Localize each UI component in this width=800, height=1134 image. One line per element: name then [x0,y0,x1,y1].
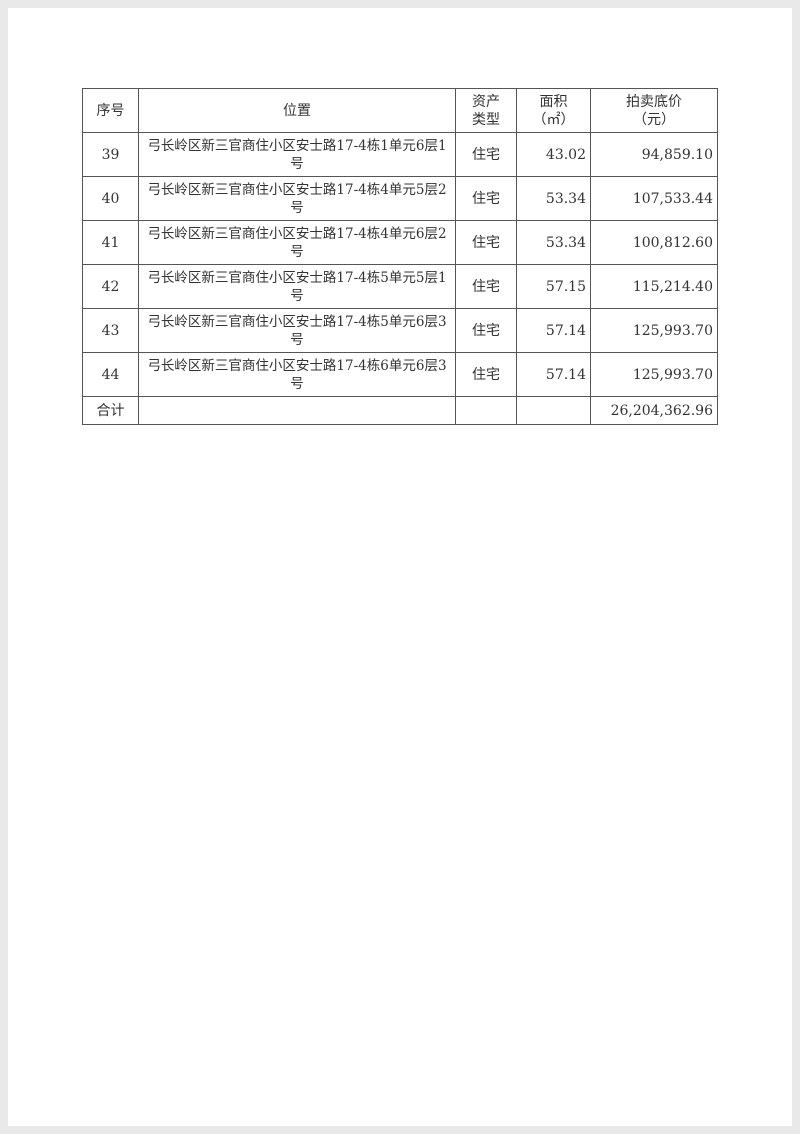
row-price: 125,993.70 [590,352,718,397]
row-no: 39 [82,132,139,177]
row-no: 44 [82,352,139,397]
row-type: 住宅 [455,352,517,397]
table-row: 41 弓长岭区新三官商住小区安士路17-4栋4单元6层2号 住宅 53.34 100,8… [82,220,718,265]
total-price: 26,204,362.96 [590,396,718,425]
auction-asset-table: 序号 位置 资产 类型 面积 （㎡） 拍卖底价 （元） 39 弓长岭区新三官商住小… [82,88,718,425]
total-label: 合计 [82,396,139,425]
row-no: 41 [82,220,139,265]
total-row: 合计 26,204,362.96 [82,396,718,425]
table-row: 40 弓长岭区新三官商住小区安士路17-4栋4单元5层2号 住宅 53.34 107,5… [82,176,718,221]
table-row: 44 弓长岭区新三官商住小区安士路17-4栋6单元6层3号 住宅 57.14 125,9… [82,352,718,397]
row-no: 40 [82,176,139,221]
table-row: 42 弓长岭区新三官商住小区安士路17-4栋5单元5层1号 住宅 57.15 115,2… [82,264,718,309]
row-area: 57.15 [516,264,591,309]
header-price: 拍卖底价 （元） [590,88,718,133]
row-type: 住宅 [455,220,517,265]
row-price: 100,812.60 [590,220,718,265]
row-location: 弓长岭区新三官商住小区安士路17-4栋4单元5层2号 [138,176,456,221]
row-type: 住宅 [455,264,517,309]
row-no: 42 [82,264,139,309]
row-location: 弓长岭区新三官商住小区安士路17-4栋6单元6层3号 [138,352,456,397]
row-area: 57.14 [516,308,591,353]
row-location: 弓长岭区新三官商住小区安士路17-4栋5单元6层3号 [138,308,456,353]
row-price: 107,533.44 [590,176,718,221]
row-type: 住宅 [455,308,517,353]
row-price: 125,993.70 [590,308,718,353]
table-row: 39 弓长岭区新三官商住小区安士路17-4栋1单元6层1号 住宅 43.02 94,85… [82,132,718,177]
header-location: 位置 [138,88,456,133]
header-area: 面积 （㎡） [516,88,591,133]
row-type: 住宅 [455,176,517,221]
row-price: 94,859.10 [590,132,718,177]
table-header-row: 序号 位置 资产 类型 面积 （㎡） 拍卖底价 （元） [82,88,718,133]
row-area: 57.14 [516,352,591,397]
row-area: 53.34 [516,220,591,265]
row-location: 弓长岭区新三官商住小区安士路17-4栋5单元5层1号 [138,264,456,309]
row-area: 53.34 [516,176,591,221]
row-no: 43 [82,308,139,353]
row-area: 43.02 [516,132,591,177]
row-price: 115,214.40 [590,264,718,309]
row-location: 弓长岭区新三官商住小区安士路17-4栋1单元6层1号 [138,132,456,177]
document-page: 序号 位置 资产 类型 面积 （㎡） 拍卖底价 （元） 39 弓长岭区新三官商住小… [8,8,792,1126]
header-type: 资产 类型 [455,88,517,133]
table-row: 43 弓长岭区新三官商住小区安士路17-4栋5单元6层3号 住宅 57.14 125,9… [82,308,718,353]
row-location: 弓长岭区新三官商住小区安士路17-4栋4单元6层2号 [138,220,456,265]
row-type: 住宅 [455,132,517,177]
header-no: 序号 [82,88,139,133]
